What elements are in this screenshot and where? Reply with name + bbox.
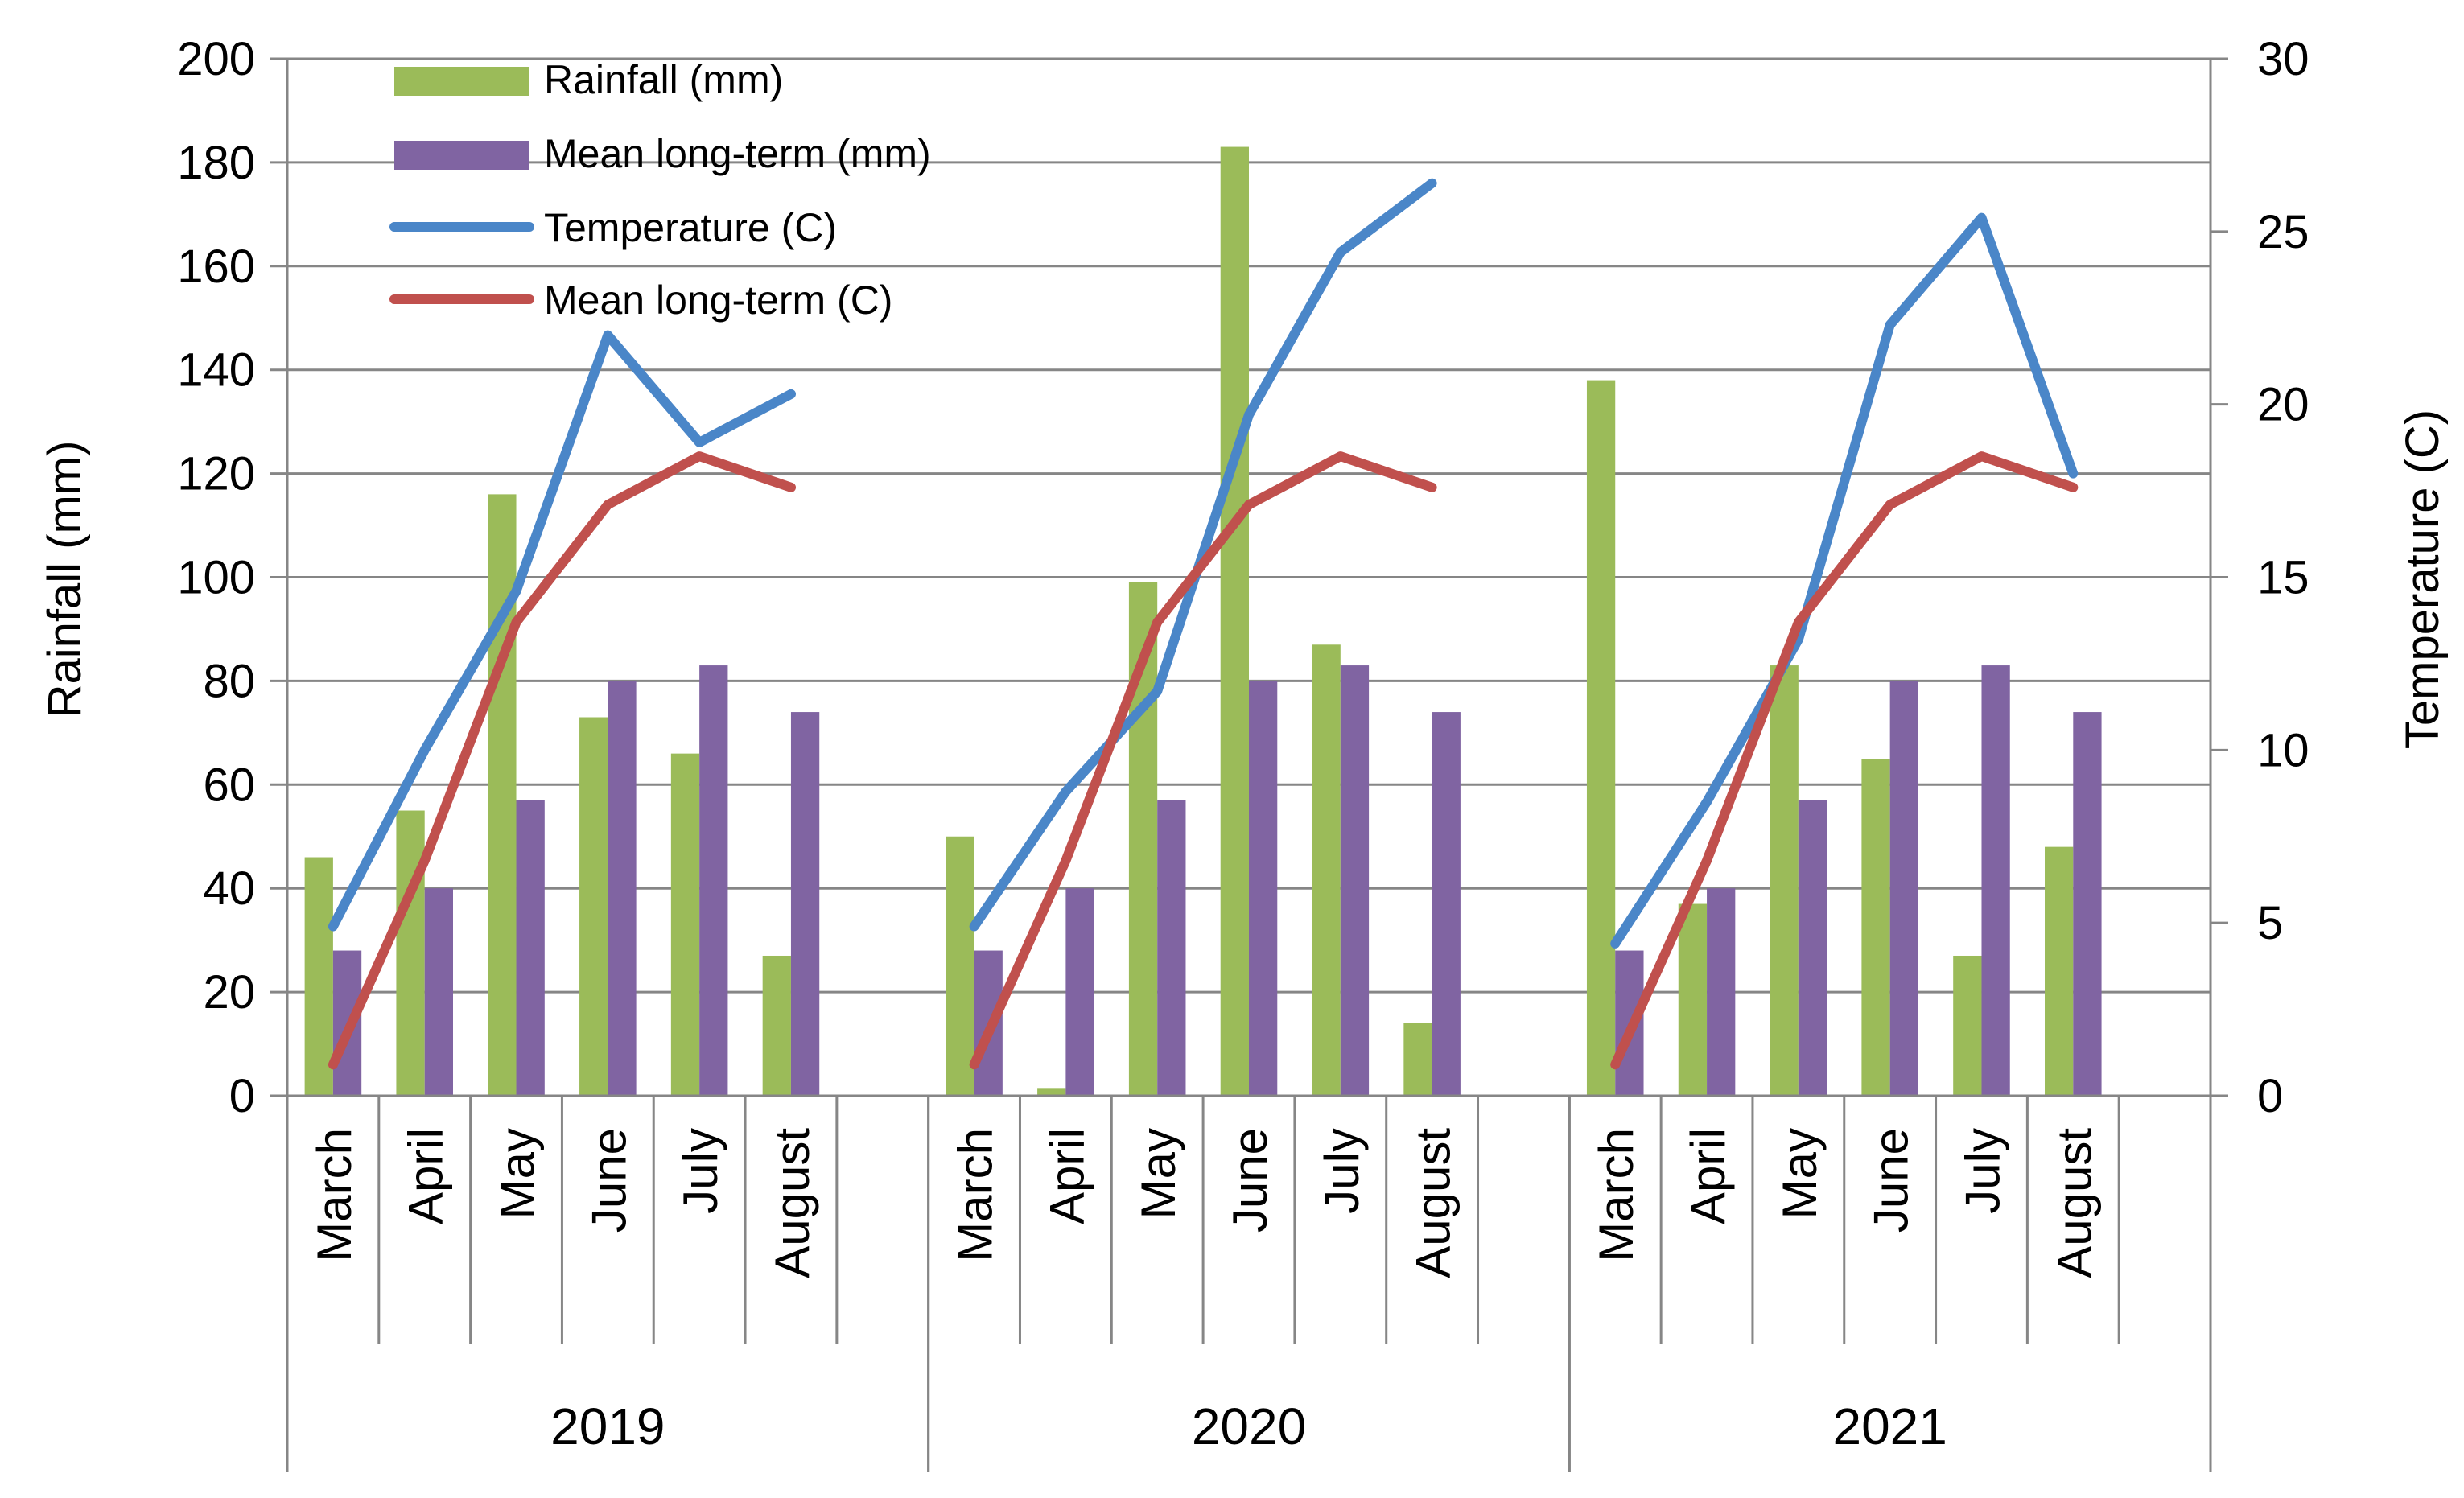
legend-label: Temperature (C) — [544, 205, 837, 250]
bar-mean-rainfall-2021-April — [1707, 888, 1736, 1096]
bar-rainfall-2021-July — [1953, 955, 1982, 1096]
y-tick-label: 120 — [177, 448, 255, 500]
bar-rainfall-2020-March — [946, 836, 974, 1096]
bar-mean-rainfall-2021-June — [1889, 681, 1918, 1096]
line-temperature-2019 — [328, 330, 796, 932]
bar-rainfall-2020-June — [1220, 146, 1249, 1097]
labels: 0 20 40 60 80 100 120 140 160 180 200 0 5 10 15 20 25 30 M… — [177, 33, 2309, 1455]
bar-mean-rainfall-2019-July — [699, 665, 728, 1096]
x-tick-label-month: June — [582, 1128, 636, 1233]
legend-label: Mean long-term (C) — [544, 278, 892, 323]
y-tick-label: 60 — [203, 759, 255, 811]
x-tick-label-month: March — [1589, 1128, 1643, 1262]
y2-tick-label: 10 — [2257, 724, 2309, 776]
line-temperature-2020 — [969, 178, 1437, 932]
bar-mean-rainfall-2021-May — [1798, 800, 1827, 1096]
bar-mean-rainfall-2019-June — [608, 681, 637, 1096]
bar-rainfall-2021-August — [2045, 846, 2074, 1096]
line-mean-temperature-2021 — [1610, 451, 2079, 1070]
axes — [270, 57, 2228, 1472]
x-group-label-year: 2019 — [550, 1397, 665, 1455]
legend-label: Rainfall (mm) — [544, 57, 783, 102]
lines — [328, 178, 2079, 1070]
bar-rainfall-2020-July — [1312, 644, 1341, 1096]
x-group-label-year: 2020 — [1192, 1397, 1306, 1455]
y2-tick-label: 15 — [2257, 552, 2309, 604]
bar-rainfall-2020-August — [1403, 1023, 1432, 1096]
bar-mean-rainfall-2021-July — [1981, 665, 2010, 1096]
x-tick-label-month: March — [949, 1128, 1003, 1262]
x-tick-label-month: April — [399, 1128, 453, 1224]
y-tick-label: 100 — [177, 552, 255, 604]
x-tick-label-month: July — [674, 1128, 727, 1214]
legend-label: Mean long-term (mm) — [544, 131, 931, 176]
y2-tick-label: 30 — [2257, 33, 2309, 85]
x-tick-label-month: August — [2047, 1128, 2101, 1278]
y-tick-label: 0 — [229, 1070, 255, 1122]
bar-mean-rainfall-2020-August — [1432, 712, 1461, 1096]
x-tick-label-month: August — [1407, 1128, 1461, 1278]
x-tick-label-month: March — [307, 1128, 361, 1262]
bar-rainfall-2021-June — [1861, 759, 1890, 1096]
x-tick-label-month: July — [1955, 1128, 2009, 1214]
y2-axis-title: Temperature (C) — [2396, 409, 2449, 749]
bar-mean-rainfall-2020-July — [1340, 665, 1370, 1096]
bar-mean-rainfall-2020-June — [1249, 681, 1278, 1096]
line-mean-temperature-2019 — [328, 451, 796, 1070]
bar-mean-rainfall-2020-May — [1157, 800, 1186, 1096]
x-tick-label-month: June — [1864, 1128, 1918, 1233]
y-tick-label: 20 — [203, 966, 255, 1019]
x-tick-label-month: April — [1681, 1128, 1735, 1224]
x-tick-label-month: July — [1315, 1128, 1369, 1214]
bar-rainfall-2021-March — [1586, 380, 1616, 1097]
y-axis-title: Rainfall (mm) — [39, 441, 91, 718]
bar-rainfall-2021-April — [1678, 903, 1708, 1096]
x-tick-label-month: June — [1223, 1128, 1277, 1233]
bar-rainfall-2021-May — [1770, 665, 1799, 1096]
bar-rainfall-2019-March — [304, 857, 333, 1096]
bar-rainfall-2020-April — [1037, 1088, 1066, 1096]
bar-rainfall-2019-April — [396, 810, 425, 1096]
y-tick-label: 80 — [203, 655, 255, 707]
y-tick-label: 160 — [177, 241, 255, 293]
y2-tick-label: 0 — [2257, 1070, 2283, 1122]
x-tick-label-month: August — [765, 1128, 819, 1278]
y-tick-label: 140 — [177, 344, 255, 397]
line-mean-temperature-2020 — [969, 451, 1437, 1070]
x-tick-label-month: April — [1040, 1128, 1094, 1224]
y-tick-label: 180 — [177, 137, 255, 189]
bars — [304, 146, 2102, 1097]
bar-rainfall-2019-July — [670, 753, 700, 1096]
y2-tick-label: 20 — [2257, 379, 2309, 431]
bar-mean-rainfall-2021-August — [2073, 712, 2102, 1096]
x-tick-label-month: May — [1773, 1128, 1827, 1219]
bar-rainfall-2019-August — [762, 955, 791, 1096]
legend-swatch-rainfall — [394, 67, 529, 96]
bar-mean-rainfall-2019-April — [424, 888, 453, 1096]
legend-swatch-mean-rainfall — [394, 141, 529, 170]
bar-mean-rainfall-2020-April — [1065, 888, 1094, 1096]
y2-tick-label: 5 — [2257, 897, 2283, 949]
y-tick-label: 200 — [177, 33, 255, 85]
line-temperature-2021 — [1610, 212, 2079, 949]
bar-mean-rainfall-2019-August — [790, 712, 820, 1096]
y2-tick-label: 25 — [2257, 206, 2309, 258]
y-tick-label: 40 — [203, 862, 255, 915]
bar-rainfall-2019-May — [488, 494, 517, 1096]
x-group-label-year: 2021 — [1832, 1397, 1947, 1455]
bar-rainfall-2019-June — [579, 717, 608, 1096]
bar-mean-rainfall-2019-May — [516, 800, 545, 1096]
x-tick-label-month: May — [491, 1128, 545, 1219]
x-tick-label-month: May — [1131, 1128, 1185, 1219]
legend: Rainfall (mm) Mean long-term (mm) Temperat… — [389, 57, 931, 323]
